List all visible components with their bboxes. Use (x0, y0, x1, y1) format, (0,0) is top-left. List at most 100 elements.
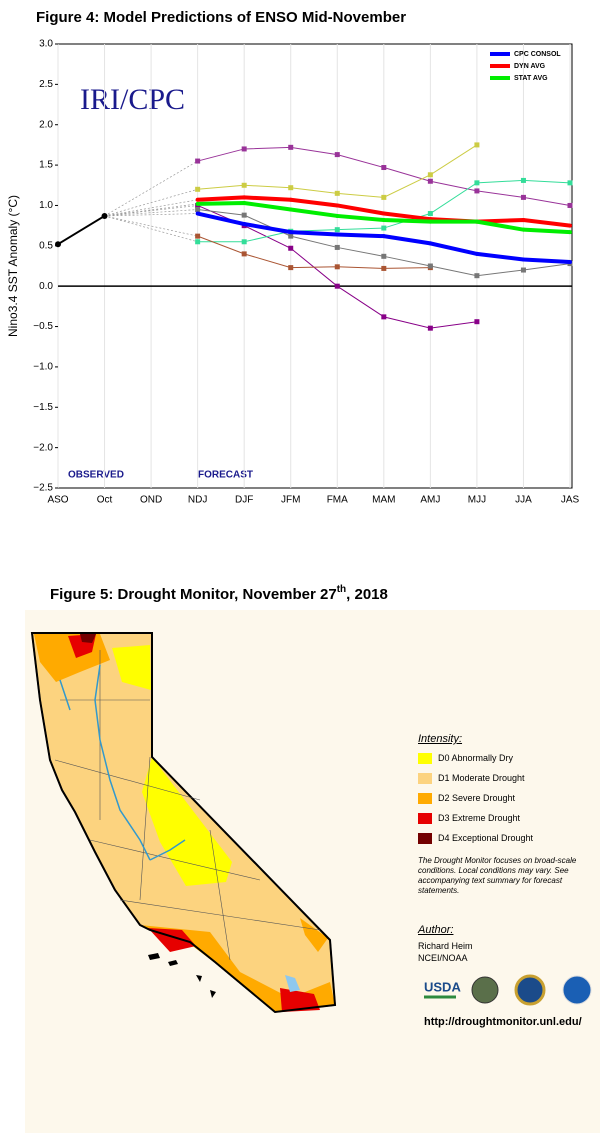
connector (104, 188, 198, 217)
x-tick-label: JAS (561, 495, 580, 506)
point (427, 325, 433, 331)
y-tick-label: 3.0 (39, 39, 53, 50)
y-tick-label: −1.0 (33, 362, 53, 373)
point (474, 188, 480, 194)
author-name: Richard Heim (418, 941, 473, 951)
point (568, 259, 572, 264)
point (195, 158, 201, 164)
figure-title: Figure 5: Drought Monitor, November 27th… (50, 584, 388, 603)
author-heading: Author: (418, 924, 454, 936)
legend-swatch (418, 773, 432, 784)
legend-label: CPC CONSOL (514, 51, 561, 58)
point (241, 239, 247, 245)
y-tick-label: −0.5 (33, 321, 53, 332)
logo-seal (471, 976, 499, 1004)
point (241, 146, 247, 152)
plot-frame (57, 43, 573, 489)
legend-label: D3 Extreme Drought (438, 813, 521, 823)
x-tick-label: NDJ (188, 495, 207, 506)
point (474, 251, 479, 256)
x-tick-label: JFM (281, 495, 300, 506)
series-line (197, 235, 431, 269)
x-tick-label: FMA (327, 495, 348, 506)
connector (104, 209, 198, 217)
point (427, 178, 433, 184)
point (474, 319, 480, 325)
point (381, 217, 386, 222)
point (568, 223, 572, 228)
point (520, 267, 526, 273)
point (334, 190, 340, 196)
connector (104, 215, 198, 243)
point (288, 207, 293, 212)
series-line (57, 215, 106, 246)
state-outline (30, 632, 337, 1014)
point (288, 265, 294, 271)
point (195, 197, 200, 202)
connector (104, 213, 198, 217)
legend-swatch (418, 813, 432, 824)
legend-label: DYN AVG (514, 63, 546, 70)
forecast-label: FORECAST (198, 470, 253, 481)
point (288, 233, 294, 239)
point (288, 197, 293, 202)
x-tick-label: Oct (97, 495, 113, 506)
d0-area (142, 757, 232, 886)
noaa-logo (562, 975, 592, 1005)
salton-sea (285, 975, 300, 992)
point (334, 244, 340, 250)
point (428, 219, 433, 224)
point (288, 185, 294, 191)
y-tick-label: 2.0 (39, 119, 53, 130)
point (241, 251, 247, 257)
point (474, 219, 479, 224)
point (195, 201, 200, 206)
drought-figure: Figure 5: Drought Monitor, November 27th… (25, 584, 600, 1133)
point (334, 283, 340, 289)
brand: IRI/CPC (80, 83, 185, 116)
point (101, 212, 108, 219)
point (55, 241, 61, 248)
point (520, 194, 526, 200)
point (381, 253, 387, 259)
point (381, 314, 387, 320)
point (520, 177, 526, 183)
y-tick-label: −2.0 (33, 442, 53, 453)
plot: ASO Oct OND NDJ DJF JFM FMA MAM AMJ MJJ JJA JAS 3.0 2… (33, 39, 579, 506)
point (335, 213, 340, 218)
y-tick-label: 0.0 (39, 281, 53, 292)
d0-area (112, 645, 151, 690)
point (427, 263, 433, 269)
x-tick-label: MAM (372, 495, 395, 506)
point (427, 172, 433, 178)
url: http://droughtmonitor.unl.edu/ (424, 1016, 582, 1028)
d3-area (280, 988, 320, 1012)
legend-label: D2 Severe Drought (438, 793, 516, 803)
y-tick-label: 1.0 (39, 200, 53, 211)
x-tick-label: AMJ (420, 495, 440, 506)
point (381, 234, 386, 239)
point (195, 211, 200, 216)
d4-area (80, 634, 96, 643)
point (288, 245, 294, 251)
x-tick-label: ASO (47, 495, 68, 506)
y-tick-label: 1.5 (39, 160, 53, 171)
legend-swatch (418, 753, 432, 764)
point (195, 206, 201, 212)
legend-swatch (418, 833, 432, 844)
legend-note: The Drought Monitor focuses on broad-sca… (418, 856, 577, 895)
point (195, 239, 201, 245)
point (428, 241, 433, 246)
legend-label: D1 Moderate Drought (438, 773, 525, 783)
legend-swatch (418, 793, 432, 804)
legend-label: STAT AVG (514, 75, 548, 82)
point (567, 202, 573, 208)
point (381, 265, 387, 271)
legend-heading: Intensity: (418, 733, 463, 745)
point (568, 230, 572, 235)
point (288, 230, 293, 235)
point (567, 180, 573, 186)
point (334, 227, 340, 233)
point (288, 144, 294, 150)
